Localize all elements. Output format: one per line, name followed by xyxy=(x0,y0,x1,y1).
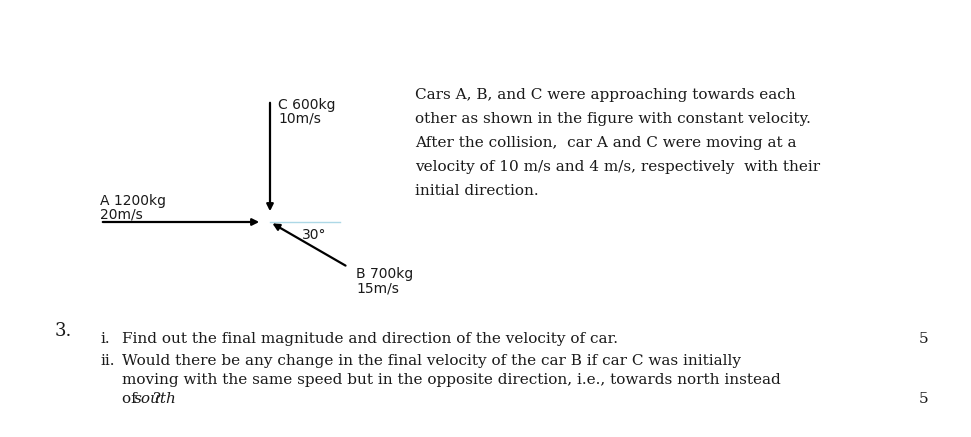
Text: A 1200kg: A 1200kg xyxy=(100,194,166,208)
Text: Would there be any change in the final velocity of the car B if car C was initia: Would there be any change in the final v… xyxy=(122,354,741,368)
Text: velocity of 10 m/s and 4 m/s, respectively  with their: velocity of 10 m/s and 4 m/s, respective… xyxy=(415,160,820,174)
Text: 20m/s: 20m/s xyxy=(100,208,143,222)
Text: moving with the same speed but in the opposite direction, i.e., towards north in: moving with the same speed but in the op… xyxy=(122,373,781,387)
Text: After the collision,  car A and C were moving at a: After the collision, car A and C were mo… xyxy=(415,136,796,150)
Text: other as shown in the figure with constant velocity.: other as shown in the figure with consta… xyxy=(415,112,811,126)
Text: 10m/s: 10m/s xyxy=(278,112,320,126)
Text: C 600kg: C 600kg xyxy=(278,98,336,112)
Text: 30°: 30° xyxy=(302,228,326,242)
Text: initial direction.: initial direction. xyxy=(415,184,539,198)
Text: 5: 5 xyxy=(919,392,928,406)
Text: 15m/s: 15m/s xyxy=(356,281,399,295)
Text: of: of xyxy=(122,392,142,406)
Text: south: south xyxy=(134,392,177,406)
Text: Find out the final magnitude and direction of the velocity of car.: Find out the final magnitude and directi… xyxy=(122,332,618,346)
Text: ?: ? xyxy=(152,392,161,406)
Text: B 700kg: B 700kg xyxy=(356,267,414,281)
Text: 3.: 3. xyxy=(55,322,73,340)
Text: 5: 5 xyxy=(919,332,928,346)
Text: i.: i. xyxy=(100,332,110,346)
Text: Cars A, B, and C were approaching towards each: Cars A, B, and C were approaching toward… xyxy=(415,88,795,102)
Text: ii.: ii. xyxy=(100,354,115,368)
